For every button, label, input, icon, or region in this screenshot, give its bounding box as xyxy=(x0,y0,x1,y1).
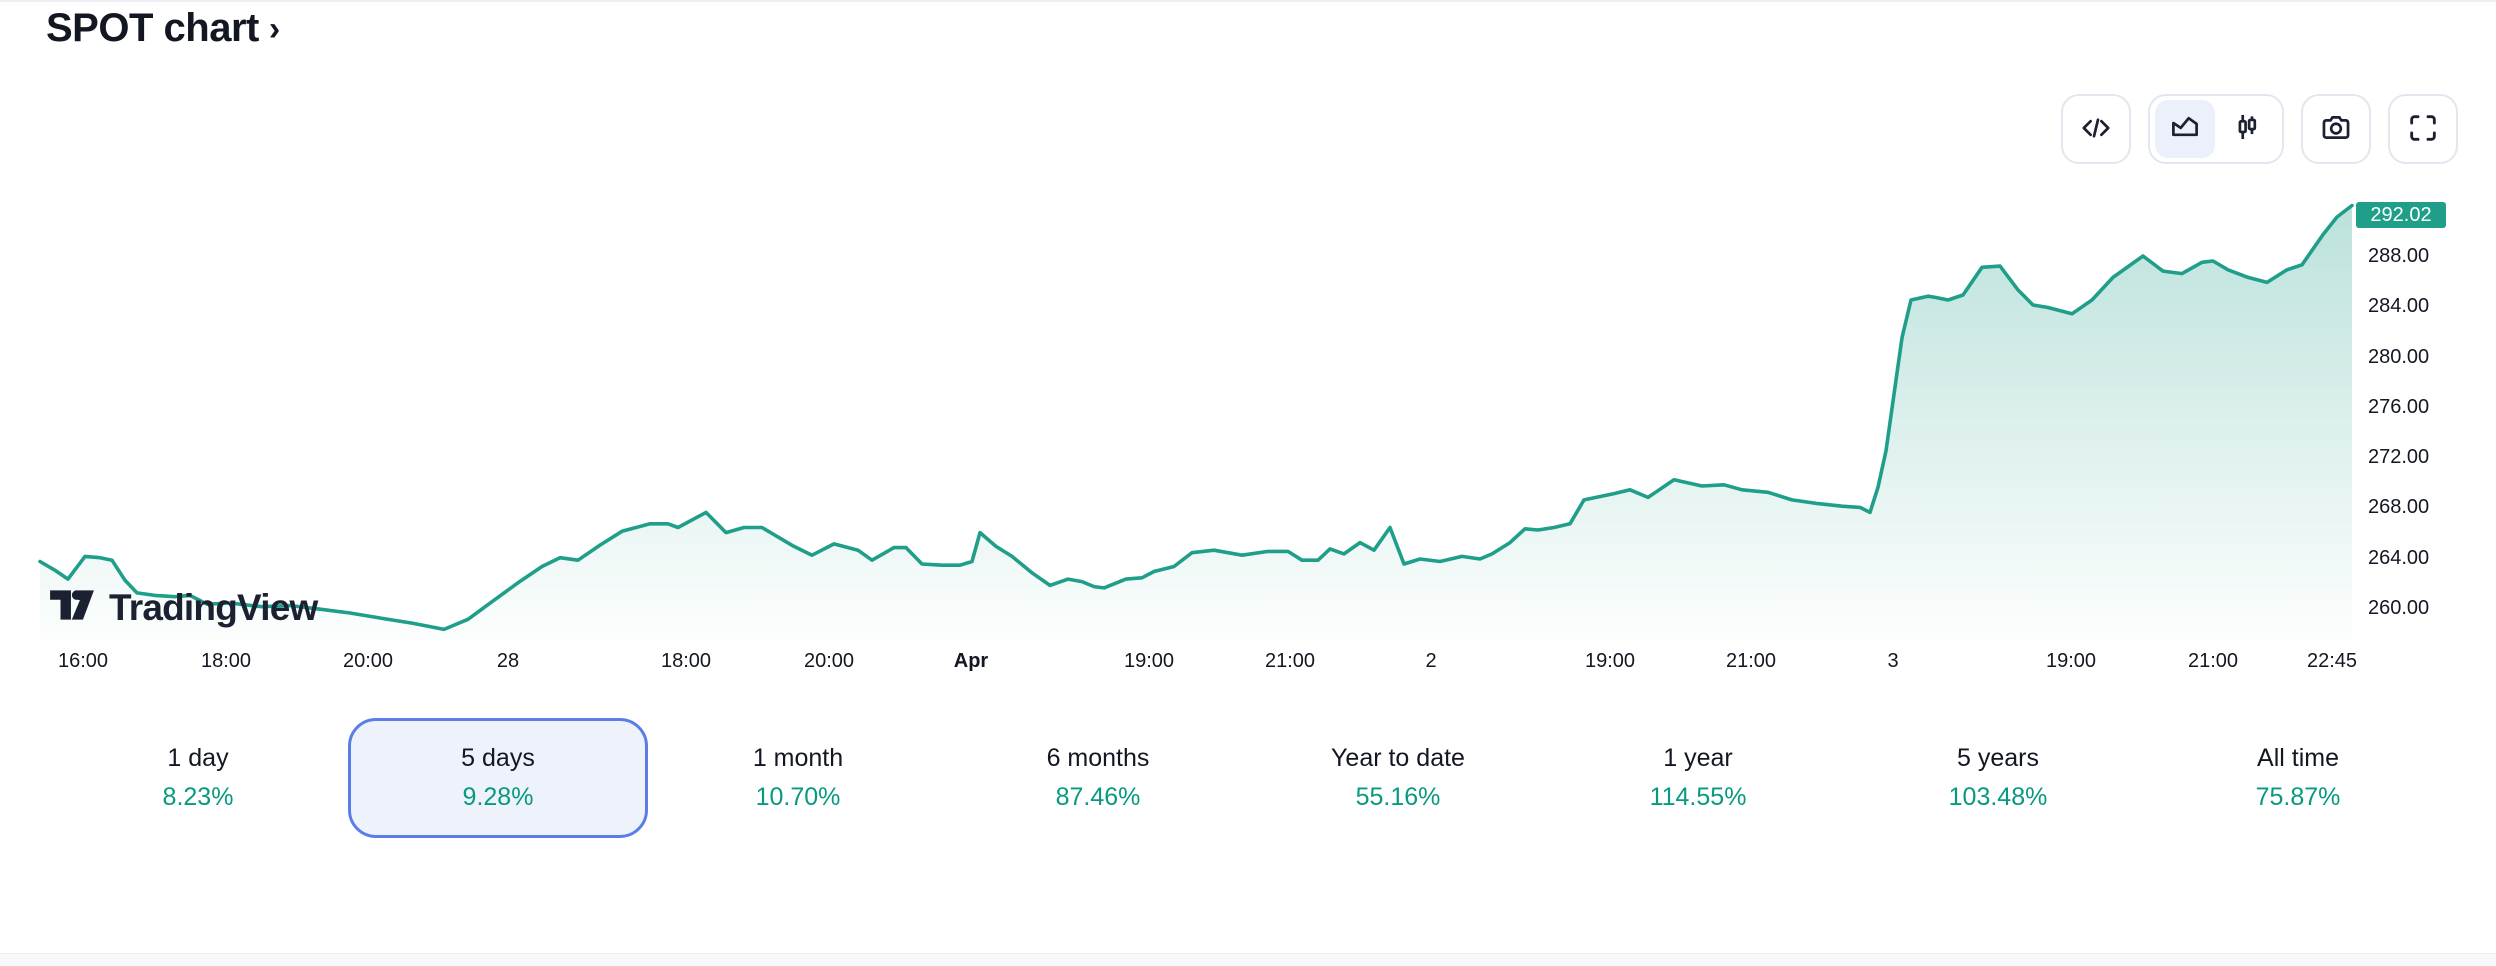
area-chart-button[interactable] xyxy=(2155,100,2215,158)
period-button-all-time[interactable]: All time 75.87% xyxy=(2148,718,2448,838)
x-axis-label: 18:00 xyxy=(200,650,252,672)
x-axis-label: 19:00 xyxy=(1584,650,1636,672)
period-button-6-months[interactable]: 6 months 87.46% xyxy=(948,718,1248,838)
chart-title-link[interactable]: SPOT chart › xyxy=(46,6,280,50)
y-axis-label: 284.00 xyxy=(2368,295,2430,318)
period-label: 5 years xyxy=(1957,744,2039,772)
period-button-year-to-date[interactable]: Year to date 55.16% xyxy=(1248,718,1548,838)
y-axis-label: 288.00 xyxy=(2368,245,2430,267)
x-axis-label: 21:00 xyxy=(1725,650,1777,672)
embed-code-button[interactable] xyxy=(2061,94,2131,164)
code-icon xyxy=(2079,111,2113,148)
bottom-section-divider xyxy=(0,953,2496,966)
x-axis-label: 22:45 xyxy=(2306,650,2358,672)
period-change-percent: 10.70% xyxy=(755,782,841,811)
candlestick-icon xyxy=(2230,110,2264,149)
period-label: 6 months xyxy=(1046,744,1150,772)
period-button-5-days[interactable]: 5 days 9.28% xyxy=(348,718,648,838)
period-label: 5 days xyxy=(461,744,535,772)
period-change-percent: 103.48% xyxy=(1948,782,2048,811)
period-label: 1 day xyxy=(167,744,229,772)
x-axis-label: 28 xyxy=(496,650,520,672)
period-change-percent: 75.87% xyxy=(2255,782,2341,811)
candlestick-chart-button[interactable] xyxy=(2217,100,2277,158)
period-button-1-month[interactable]: 1 month 10.70% xyxy=(648,718,948,838)
x-axis-label: 2 xyxy=(1425,650,1437,672)
watermark-label: TradingView xyxy=(109,586,318,628)
period-change-percent: 9.28% xyxy=(462,782,534,811)
period-button-1-year[interactable]: 1 year 114.55% xyxy=(1548,718,1848,838)
x-axis-label: 19:00 xyxy=(1123,650,1175,672)
y-axis-label: 276.00 xyxy=(2368,395,2430,418)
x-axis-label: 16:00 xyxy=(57,650,109,672)
y-axis-label: 264.00 xyxy=(2368,546,2430,569)
period-change-percent: 8.23% xyxy=(162,782,234,811)
x-axis-label: 20:00 xyxy=(803,650,855,672)
x-axis-label: Apr xyxy=(953,650,989,672)
last-price-badge: 292.02 xyxy=(2356,202,2446,228)
x-axis-label: 18:00 xyxy=(660,650,712,672)
chart-toolbar xyxy=(2061,94,2458,164)
page-title: SPOT chart xyxy=(46,6,259,50)
snapshot-button[interactable] xyxy=(2301,94,2371,164)
area-chart-icon xyxy=(2168,110,2202,149)
fullscreen-button[interactable] xyxy=(2388,94,2458,164)
period-button-1-day[interactable]: 1 day 8.23% xyxy=(48,718,348,838)
x-axis-label: 20:00 xyxy=(342,650,394,672)
y-axis-label: 280.00 xyxy=(2368,345,2430,368)
period-label: Year to date xyxy=(1331,744,1465,772)
x-axis-label: 3 xyxy=(1887,650,1899,672)
period-label: 1 month xyxy=(752,744,844,772)
tradingview-logo-icon xyxy=(48,584,96,631)
tradingview-watermark[interactable]: TradingView xyxy=(48,584,318,631)
y-axis-label: 268.00 xyxy=(2368,496,2430,519)
period-change-percent: 55.16% xyxy=(1355,782,1441,811)
chart-area-fill xyxy=(40,205,2352,640)
period-label: 1 year xyxy=(1663,744,1733,772)
x-axis-label: 19:00 xyxy=(2045,650,2097,672)
x-axis-label: 21:00 xyxy=(2187,650,2239,672)
period-label: All time xyxy=(2257,744,2339,772)
chevron-right-icon: › xyxy=(268,10,281,48)
period-change-percent: 87.46% xyxy=(1055,782,1141,811)
chart-price-line xyxy=(38,203,2354,632)
period-button-5-years[interactable]: 5 years 103.48% xyxy=(1848,718,2148,838)
fullscreen-icon xyxy=(2406,111,2440,148)
y-axis-label: 272.00 xyxy=(2368,446,2430,469)
x-axis-label: 21:00 xyxy=(1264,650,1316,672)
period-selector: 1 day 8.23% 5 days 9.28% 1 month 10.70% 6 mont… xyxy=(48,718,2448,838)
camera-icon xyxy=(2319,111,2353,148)
period-change-percent: 114.55% xyxy=(1649,782,1747,811)
chart-type-group xyxy=(2148,94,2284,164)
top-divider xyxy=(0,0,2496,2)
y-axis-label: 260.00 xyxy=(2368,596,2430,619)
